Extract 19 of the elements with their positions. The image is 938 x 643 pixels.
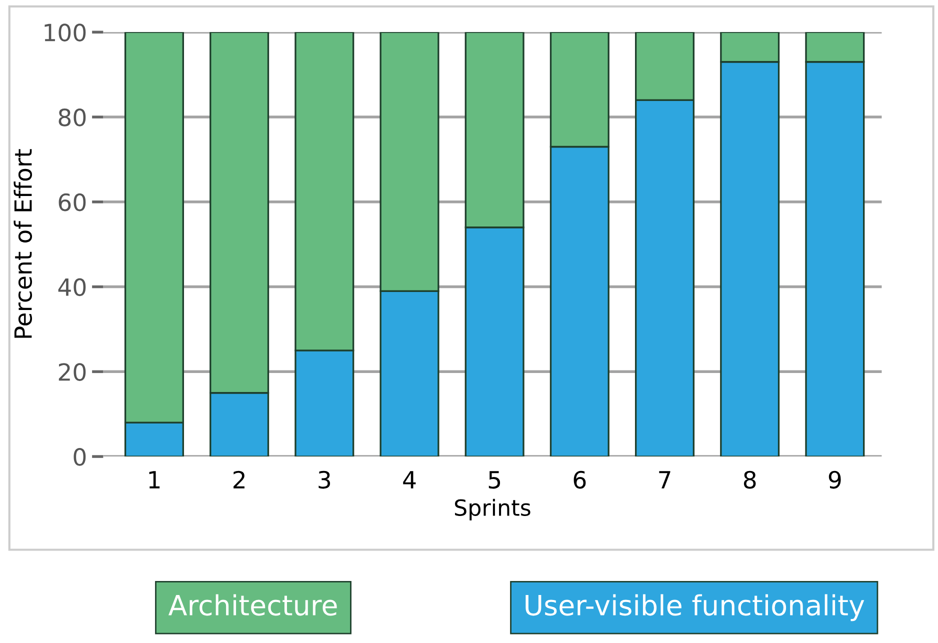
x-tick-label: 6 [574, 470, 586, 489]
text: Architecture [168, 594, 337, 616]
x-axis-title: Sprints [454, 498, 530, 520]
y-tick-label: 0 [74, 448, 86, 466]
x-tick-label: 4 [403, 471, 416, 488]
y-tick-label: 80 [58, 108, 86, 126]
y-axis-title: Percent of Effort [14, 149, 32, 338]
y-tick-label: 60 [58, 193, 86, 212]
x-tick-label: 1 [149, 471, 160, 488]
x-tick-label: 8 [744, 470, 756, 489]
x-tick-label: 3 [318, 470, 330, 489]
text: User-visible functionality [526, 594, 864, 622]
x-tick-label: 5 [488, 471, 500, 489]
x-tick-label: 2 [234, 470, 244, 488]
y-tick-label: 40 [58, 278, 86, 296]
y-tick-label: 20 [58, 363, 86, 381]
x-tick-label: 7 [659, 471, 670, 488]
x-tick-label: 9 [828, 470, 841, 489]
y-tick-label: 100 [44, 24, 86, 42]
